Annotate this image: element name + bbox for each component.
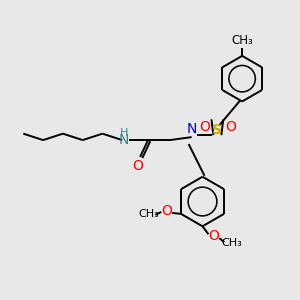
Text: N: N — [186, 122, 197, 136]
Text: CH₃: CH₃ — [231, 34, 253, 46]
Text: O: O — [208, 229, 219, 243]
Text: O: O — [161, 204, 172, 218]
Text: CH₃: CH₃ — [222, 238, 243, 248]
Text: S: S — [212, 123, 222, 137]
Text: O: O — [133, 159, 143, 173]
Text: O: O — [199, 120, 210, 134]
Text: N: N — [119, 133, 129, 147]
Text: O: O — [225, 120, 236, 134]
Text: H: H — [120, 128, 128, 138]
Text: CH₃: CH₃ — [138, 209, 159, 219]
